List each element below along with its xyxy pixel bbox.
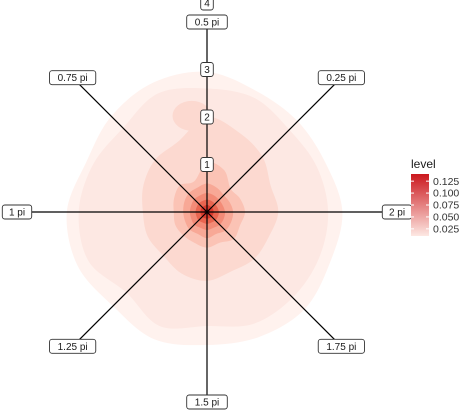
direction-label: 1.25 pi xyxy=(49,338,97,354)
radial-tick-label: 1 xyxy=(200,157,214,172)
radial-tick-label-text: 4 xyxy=(204,0,210,10)
spoke xyxy=(72,211,208,347)
direction-label-text: 1.25 pi xyxy=(58,342,88,353)
direction-label-text: 1.75 pi xyxy=(326,342,356,353)
legend-tick-label: 0.075 xyxy=(433,200,459,212)
direction-label: 1 pi xyxy=(1,204,33,220)
direction-label-text: 2 pi xyxy=(389,208,405,219)
spoke xyxy=(206,211,342,347)
direction-label-text: 0.75 pi xyxy=(58,73,88,84)
direction-label: 1.75 pi xyxy=(317,338,365,354)
direction-label: 0.5 pi xyxy=(186,14,228,30)
direction-label-text: 1.5 pi xyxy=(195,398,219,409)
direction-spokes xyxy=(17,22,397,402)
direction-label: 0.25 pi xyxy=(317,70,365,86)
legend-title: level xyxy=(411,157,436,171)
direction-labels: 2 pi 0.25 pi 0.5 pi 0.75 pi 1 pi 1.25 pi 1.5 p… xyxy=(1,14,413,410)
radial-tick-label: 2 xyxy=(200,109,214,125)
radial-tick-label: 3 xyxy=(200,62,214,77)
legend-colorbar xyxy=(411,174,429,236)
spoke xyxy=(206,77,342,213)
direction-label: 0.75 pi xyxy=(49,70,97,86)
spoke xyxy=(72,77,208,213)
radial-tick-label-text: 2 xyxy=(204,113,210,124)
radial-tick-label: 4 xyxy=(200,0,214,11)
direction-label: 1.5 pi xyxy=(186,394,228,410)
direction-label-text: 0.5 pi xyxy=(195,18,219,29)
direction-label: 2 pi xyxy=(381,204,413,220)
direction-label-text: 0.25 pi xyxy=(326,73,356,84)
radial-tick-label-text: 3 xyxy=(204,65,210,76)
legend-tick-label: 0.050 xyxy=(433,212,459,224)
legend-tick-label: 0.025 xyxy=(433,223,459,235)
direction-label-text: 1 pi xyxy=(9,208,25,219)
legend-tick-label: 0.100 xyxy=(433,188,459,200)
legend-tick-label: 0.125 xyxy=(433,176,459,188)
radial-tick-labels: 1 2 3 4 xyxy=(200,0,214,172)
radial-tick-label-text: 1 xyxy=(204,160,210,171)
